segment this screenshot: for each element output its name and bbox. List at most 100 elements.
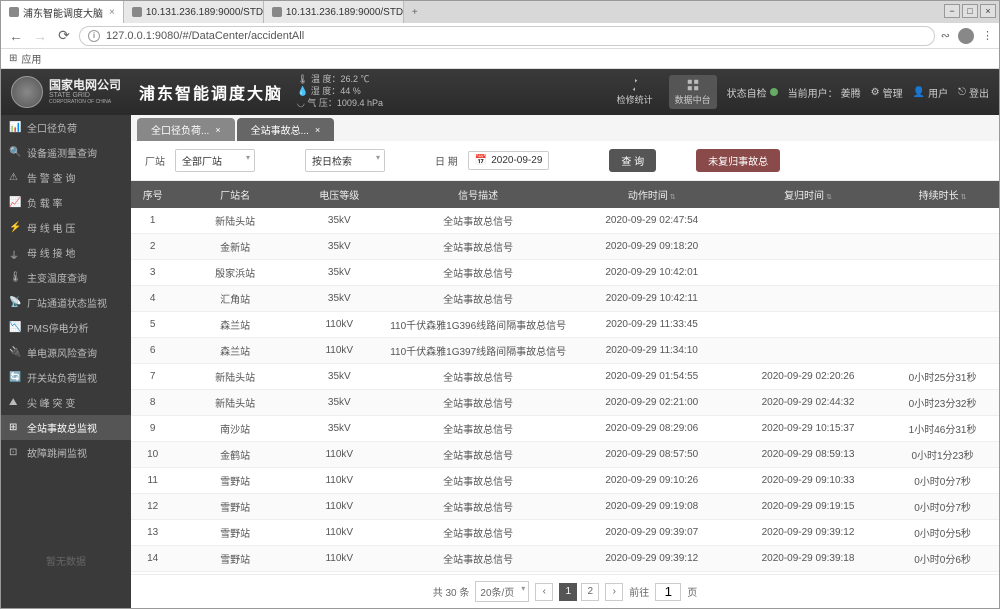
- sidebar-item[interactable]: 🔌单电源风险查询: [1, 340, 131, 365]
- sidebar-item[interactable]: ⊞全站事故总监视: [1, 415, 131, 440]
- sidebar-item-icon: 📡: [9, 297, 21, 309]
- table-wrap[interactable]: 序号厂站名电压等级信号描述动作时间⇅复归时间⇅持续时长⇅ 1新陆头站35kV全站…: [131, 181, 999, 574]
- manage-button[interactable]: ⚙管理: [871, 85, 903, 100]
- search-type-select[interactable]: 按日检索: [305, 149, 385, 172]
- table-header[interactable]: 动作时间⇅: [574, 181, 730, 208]
- table-cell: 110kV: [296, 520, 383, 546]
- table-cell: 35kV: [296, 364, 383, 390]
- station-select[interactable]: 全部厂站: [175, 149, 255, 172]
- apps-label[interactable]: 应用: [21, 51, 41, 66]
- table-row[interactable]: 14雪野站110kV全站事故总信号2020-09-29 09:39:122020…: [131, 546, 999, 572]
- date-picker[interactable]: 📅 2020-09-29: [468, 151, 550, 170]
- status-dot-icon: [770, 88, 778, 96]
- window-close[interactable]: ×: [980, 4, 996, 18]
- pager: 共 30 条 20条/页 ‹ 12 › 前往 页: [131, 574, 999, 608]
- stats-button[interactable]: 检修统计: [611, 75, 659, 109]
- sidebar-item-icon: ⚡: [9, 222, 21, 234]
- table-cell: 全站事故总信号: [383, 468, 574, 494]
- pager-page[interactable]: 1: [559, 583, 577, 601]
- table-cell: 110kV: [296, 442, 383, 468]
- table-row[interactable]: 11雪野站110kV全站事故总信号2020-09-29 09:10:262020…: [131, 468, 999, 494]
- site-info-icon[interactable]: i: [88, 30, 100, 42]
- table-row[interactable]: 7新陆头站35kV全站事故总信号2020-09-29 01:54:552020-…: [131, 364, 999, 390]
- menu-icon[interactable]: ⋮: [982, 29, 993, 42]
- pager-page[interactable]: 2: [581, 583, 599, 601]
- query-button[interactable]: 查 询: [609, 149, 656, 172]
- window-minimize[interactable]: −: [944, 4, 960, 18]
- url-text: 127.0.0.1:9080/#/DataCenter/accidentAll: [106, 30, 304, 42]
- tab-title: 浦东智能调度大脑: [23, 5, 103, 20]
- sidebar-item[interactable]: 📊全口径负荷: [1, 115, 131, 140]
- sidebar-item[interactable]: ⏚母 线 接 地: [1, 240, 131, 265]
- platform-button[interactable]: 数据中台: [669, 75, 717, 109]
- table-row[interactable]: 4汇角站35kV全站事故总信号2020-09-29 10:42:11: [131, 286, 999, 312]
- sidebar-item-label: 单电源风险查询: [27, 345, 97, 360]
- browser-tab[interactable]: 浦东智能调度大脑 ×: [1, 1, 124, 23]
- table-header[interactable]: 持续时长⇅: [886, 181, 999, 208]
- sidebar-item[interactable]: 📡厂站通道状态监视: [1, 290, 131, 315]
- user-button[interactable]: 👤用户: [913, 85, 948, 100]
- nav-forward-icon[interactable]: →: [31, 27, 49, 45]
- apps-icon[interactable]: ⊞: [9, 53, 17, 64]
- table-row[interactable]: 3殷家浜站35kV全站事故总信号2020-09-29 10:42:01: [131, 260, 999, 286]
- pager-goto-input[interactable]: [655, 583, 681, 601]
- profile-icon[interactable]: [958, 28, 974, 44]
- bookmark-icon[interactable]: ∾: [941, 29, 950, 42]
- filter-row: 厂站 全部厂站 按日检索 日 期 📅 2020-09-29 查 询 未复归事故总: [131, 141, 999, 181]
- sidebar-item-label: 全站事故总监视: [27, 420, 97, 435]
- logout-button[interactable]: ⎋登出: [958, 85, 989, 100]
- table-header: 信号描述: [383, 181, 574, 208]
- nav-back-icon[interactable]: ←: [7, 27, 25, 45]
- table-row[interactable]: 9南沙站35kV全站事故总信号2020-09-29 08:29:062020-0…: [131, 416, 999, 442]
- nav-reload-icon[interactable]: ⟳: [55, 27, 73, 45]
- new-tab-button[interactable]: +: [404, 7, 426, 18]
- sidebar-item[interactable]: ⚡母 线 电 压: [1, 215, 131, 240]
- tab-close-icon[interactable]: ×: [109, 7, 115, 18]
- station-label: 厂站: [145, 153, 165, 168]
- page-tab[interactable]: 全站事故总...×: [237, 118, 335, 141]
- table-cell: 2020-09-29 09:10:26: [574, 468, 730, 494]
- table-cell: 35kV: [296, 208, 383, 234]
- sidebar-item[interactable]: ⛰尖 峰 突 变: [1, 390, 131, 415]
- table-cell: 35kV: [296, 260, 383, 286]
- table-cell: 全站事故总信号: [383, 494, 574, 520]
- table-cell: [886, 208, 999, 234]
- table-row[interactable]: 12雪野站110kV全站事故总信号2020-09-29 09:19:082020…: [131, 494, 999, 520]
- page-size-select[interactable]: 20条/页: [475, 581, 529, 602]
- table-row[interactable]: 13雪野站110kV全站事故总信号2020-09-29 09:39:072020…: [131, 520, 999, 546]
- sidebar-item[interactable]: 🔍设备遥测量查询: [1, 140, 131, 165]
- table-row[interactable]: 6森兰站110kV110千伏森雅1G397线路间隔事故总信号2020-09-29…: [131, 338, 999, 364]
- table-row[interactable]: 1新陆头站35kV全站事故总信号2020-09-29 02:47:54: [131, 208, 999, 234]
- sidebar-item[interactable]: 📈负 载 率: [1, 190, 131, 215]
- browser-tab[interactable]: 10.131.236.189:9000/STD2wei×: [124, 1, 264, 23]
- window-maximize[interactable]: □: [962, 4, 978, 18]
- browser-tab[interactable]: 10.131.236.189:9000/STD2wei×: [264, 1, 404, 23]
- sidebar-item[interactable]: 🌡主变温度查询: [1, 265, 131, 290]
- sidebar-item[interactable]: 📉PMS停电分析: [1, 315, 131, 340]
- page-tab[interactable]: 全口径负荷... ×: [137, 118, 235, 141]
- url-box[interactable]: i 127.0.0.1:9080/#/DataCenter/accidentAl…: [79, 26, 935, 46]
- pager-prev[interactable]: ‹: [535, 583, 553, 601]
- sidebar-item[interactable]: ⚠告 警 查 询: [1, 165, 131, 190]
- tab-close-icon[interactable]: ×: [315, 125, 320, 135]
- sidebar-item[interactable]: 🔄开关站负荷监视: [1, 365, 131, 390]
- table-cell: 110kV: [296, 468, 383, 494]
- table-row[interactable]: 10金鹤站110kV全站事故总信号2020-09-29 08:57:502020…: [131, 442, 999, 468]
- sidebar-item-icon: 📊: [9, 122, 21, 134]
- table-row[interactable]: 8新陆头站35kV全站事故总信号2020-09-29 02:21:002020-…: [131, 390, 999, 416]
- table-cell: 35kV: [296, 416, 383, 442]
- table-row[interactable]: 5森兰站110kV110千伏森雅1G396线路间隔事故总信号2020-09-29…: [131, 312, 999, 338]
- table-header[interactable]: 复归时间⇅: [730, 181, 886, 208]
- page-tab-label: 全口径负荷...: [151, 122, 209, 137]
- sidebar-item[interactable]: ⊡故障跳闸监视: [1, 440, 131, 465]
- pager-next[interactable]: ›: [605, 583, 623, 601]
- favicon-icon: [9, 7, 19, 17]
- table-cell: 2020-09-29 09:18:20: [574, 234, 730, 260]
- table-row[interactable]: 2金新站35kV全站事故总信号2020-09-29 09:18:20: [131, 234, 999, 260]
- sidebar-item-icon: 🔄: [9, 372, 21, 384]
- favicon-icon: [132, 7, 142, 17]
- tab-close-icon[interactable]: ×: [215, 125, 220, 135]
- status-check[interactable]: 状态自检: [727, 85, 778, 100]
- table-cell: 2020-09-29 09:39:12: [730, 520, 886, 546]
- unrecovered-button[interactable]: 未复归事故总: [696, 149, 780, 172]
